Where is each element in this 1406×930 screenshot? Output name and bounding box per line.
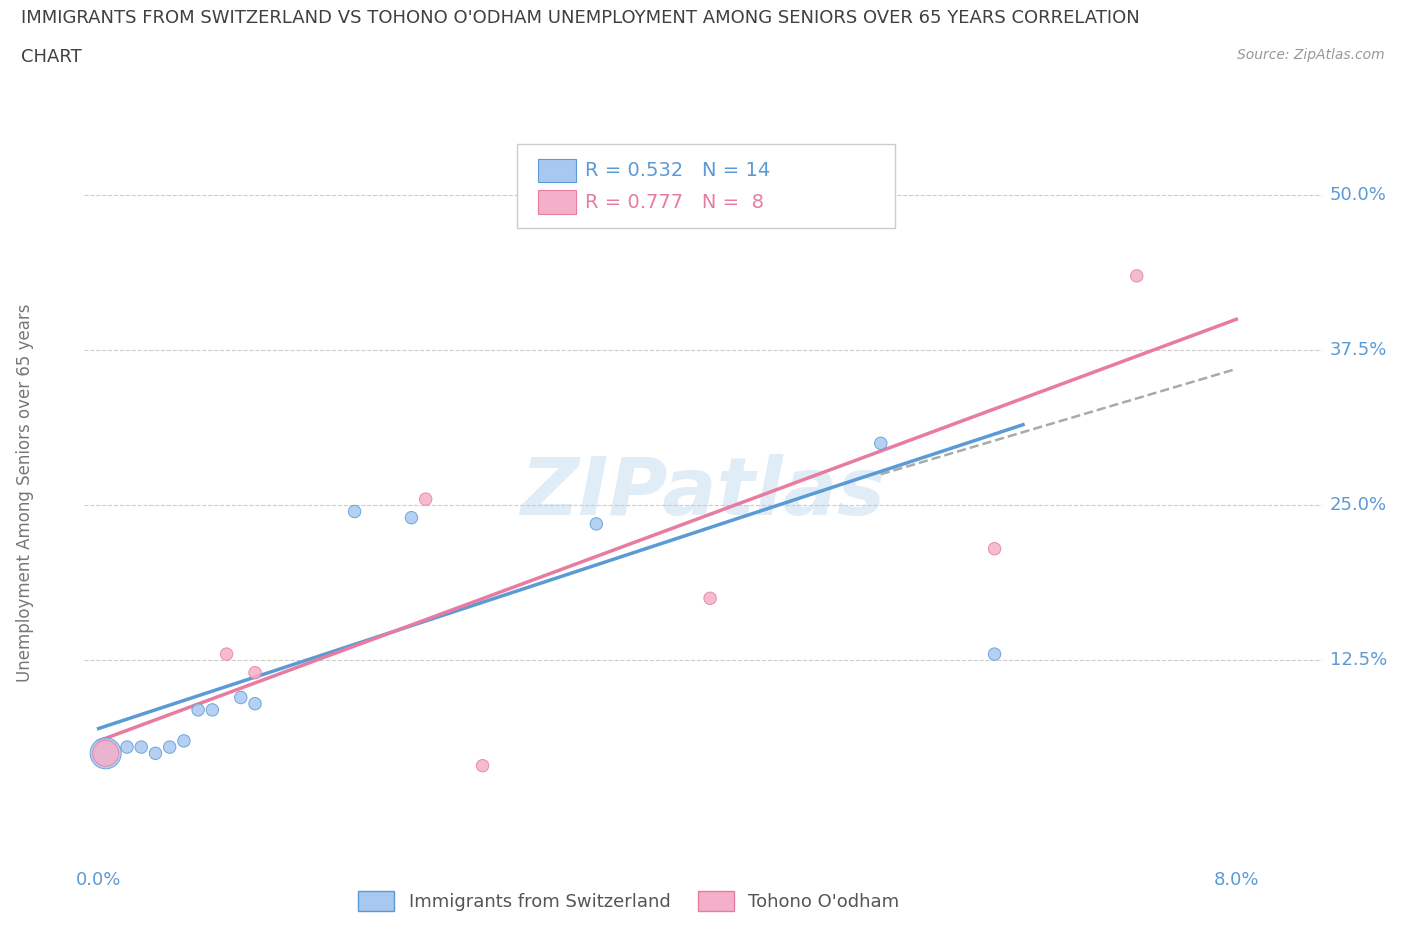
Text: 8.0%: 8.0% <box>1213 871 1258 889</box>
Point <box>159 739 181 754</box>
Point <box>415 492 437 507</box>
Point <box>471 758 494 773</box>
Text: IMMIGRANTS FROM SWITZERLAND VS TOHONO O'ODHAM UNEMPLOYMENT AMONG SENIORS OVER 65: IMMIGRANTS FROM SWITZERLAND VS TOHONO O'… <box>21 9 1140 27</box>
Point <box>215 646 238 661</box>
Text: 12.5%: 12.5% <box>1330 651 1388 670</box>
Point <box>187 702 209 717</box>
Text: Unemployment Among Seniors over 65 years: Unemployment Among Seniors over 65 years <box>15 304 34 682</box>
Legend: Immigrants from Switzerland, Tohono O'odham: Immigrants from Switzerland, Tohono O'od… <box>352 884 907 919</box>
FancyBboxPatch shape <box>538 191 575 214</box>
Point <box>983 541 1005 556</box>
FancyBboxPatch shape <box>517 144 894 228</box>
Text: CHART: CHART <box>21 48 82 66</box>
Point <box>115 739 138 754</box>
Text: 25.0%: 25.0% <box>1330 497 1388 514</box>
Point <box>94 746 117 761</box>
Text: Source: ZipAtlas.com: Source: ZipAtlas.com <box>1237 48 1385 62</box>
Point <box>173 734 195 749</box>
Text: R = 0.777   N =  8: R = 0.777 N = 8 <box>585 193 765 212</box>
Point <box>585 516 607 531</box>
Point <box>243 665 266 680</box>
Point <box>1126 269 1149 284</box>
Text: 0.0%: 0.0% <box>76 871 121 889</box>
Text: 50.0%: 50.0% <box>1330 186 1386 205</box>
Text: 37.5%: 37.5% <box>1330 341 1388 359</box>
Point <box>145 746 167 761</box>
Point <box>129 739 152 754</box>
Text: ZIPatlas: ZIPatlas <box>520 454 886 532</box>
FancyBboxPatch shape <box>538 159 575 182</box>
Point <box>343 504 366 519</box>
Point <box>243 697 266 711</box>
Point <box>401 511 423 525</box>
Point <box>699 591 721 605</box>
Point <box>94 746 117 761</box>
Text: R = 0.532   N = 14: R = 0.532 N = 14 <box>585 161 770 180</box>
Point <box>869 436 891 451</box>
Point <box>983 646 1005 661</box>
Point <box>229 690 252 705</box>
Point <box>201 702 224 717</box>
